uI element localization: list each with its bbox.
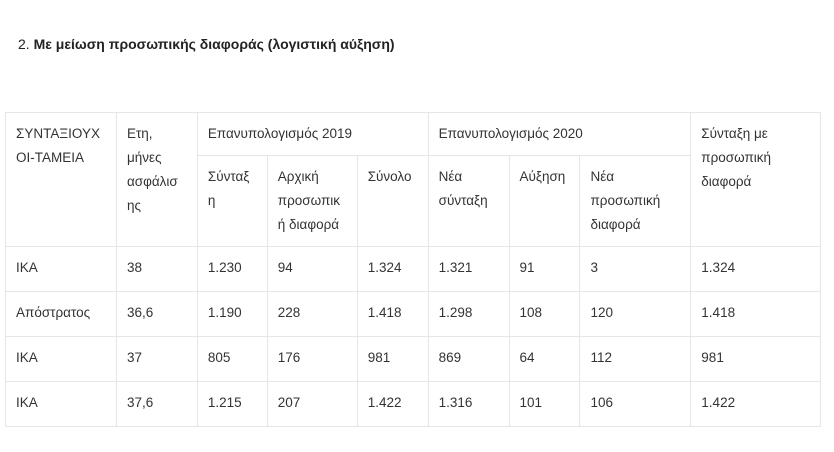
table-row: ΙΚΑ 37 805 176 981 869 64 112 981 xyxy=(5,336,821,382)
header-row-1: ΣΥΝΤΑΞΙΟΥΧ ΟΙ-ΤΑΜΕΙΑ Ετη, μήνες ασφάλισ … xyxy=(5,112,821,247)
table-cell: 38 xyxy=(115,246,198,292)
table-cell: 1.215 xyxy=(196,381,268,427)
table-cell: 1.321 xyxy=(427,246,510,292)
header-group-2020: Επανυπολογισμός 2020 xyxy=(427,112,692,156)
header-total: Σύνολο xyxy=(356,155,429,247)
table-cell: 228 xyxy=(266,291,358,337)
table-cell: 106 xyxy=(579,381,692,427)
header-pension-2019: Σύνταξ η xyxy=(196,155,268,247)
header-group-2019: Επανυπολογισμός 2019 xyxy=(196,112,429,156)
section-heading: 2. Με μείωση προσωπικής διαφοράς (λογιστ… xyxy=(18,36,395,52)
table-cell: 1.418 xyxy=(356,291,429,337)
table-cell: 869 xyxy=(427,336,510,382)
header-years: Ετη, μήνες ασφάλισ ης xyxy=(115,112,198,247)
table-cell: ΙΚΑ xyxy=(5,336,117,382)
header-increase: Αύξηση xyxy=(508,155,581,247)
table-cell: 101 xyxy=(508,381,581,427)
table-cell: ΙΚΑ xyxy=(5,381,117,427)
table-cell: 1.230 xyxy=(196,246,268,292)
table-cell: 176 xyxy=(266,336,358,382)
table-cell: 1.316 xyxy=(427,381,510,427)
table-cell: 805 xyxy=(196,336,268,382)
table-cell: 981 xyxy=(690,336,821,382)
header-new-diff: Νέα προσωπική διαφορά xyxy=(579,155,692,247)
table-cell: 981 xyxy=(356,336,429,382)
table-cell: 1.190 xyxy=(196,291,268,337)
table-row: ΙΚΑ 38 1.230 94 1.324 1.321 91 3 1.324 xyxy=(5,246,821,292)
table-cell: 94 xyxy=(266,246,358,292)
section-number: 2. xyxy=(18,36,30,52)
pension-table: ΣΥΝΤΑΞΙΟΥΧ ΟΙ-ΤΑΜΕΙΑ Ετη, μήνες ασφάλισ … xyxy=(5,112,821,427)
table-cell: 1.298 xyxy=(427,291,510,337)
table-cell: 37 xyxy=(115,336,198,382)
table-cell: 112 xyxy=(579,336,692,382)
header-final-pension: Σύνταξη με προσωπική διαφορά xyxy=(690,112,821,247)
table-cell: 36,6 xyxy=(115,291,198,337)
table-cell: 3 xyxy=(579,246,692,292)
table-cell: 108 xyxy=(508,291,581,337)
table-cell: 120 xyxy=(579,291,692,337)
table-cell: 1.324 xyxy=(690,246,821,292)
table-cell: 207 xyxy=(266,381,358,427)
table-cell: 1.324 xyxy=(356,246,429,292)
header-new-pension: Νέα σύνταξη xyxy=(427,155,510,247)
header-row-2: Σύνταξ η Αρχική προσωπικ ή διαφορά Σύνολ… xyxy=(6,155,821,247)
table-cell: 1.422 xyxy=(690,381,821,427)
table-cell: 91 xyxy=(508,246,581,292)
header-initial-diff: Αρχική προσωπικ ή διαφορά xyxy=(266,155,358,247)
table-row: Απόστρατος 36,6 1.190 228 1.418 1.298 10… xyxy=(5,291,821,337)
table-cell: Απόστρατος xyxy=(5,291,117,337)
table-cell: 64 xyxy=(508,336,581,382)
table-cell: 1.418 xyxy=(690,291,821,337)
table-row: ΙΚΑ 37,6 1.215 207 1.422 1.316 101 106 1… xyxy=(5,381,821,427)
table-cell: 1.422 xyxy=(356,381,429,427)
table-cell: 37,6 xyxy=(115,381,198,427)
section-title: Με μείωση προσωπικής διαφοράς (λογιστική… xyxy=(33,36,395,52)
table-cell: ΙΚΑ xyxy=(5,246,117,292)
header-funds: ΣΥΝΤΑΞΙΟΥΧ ΟΙ-ΤΑΜΕΙΑ xyxy=(5,112,117,247)
